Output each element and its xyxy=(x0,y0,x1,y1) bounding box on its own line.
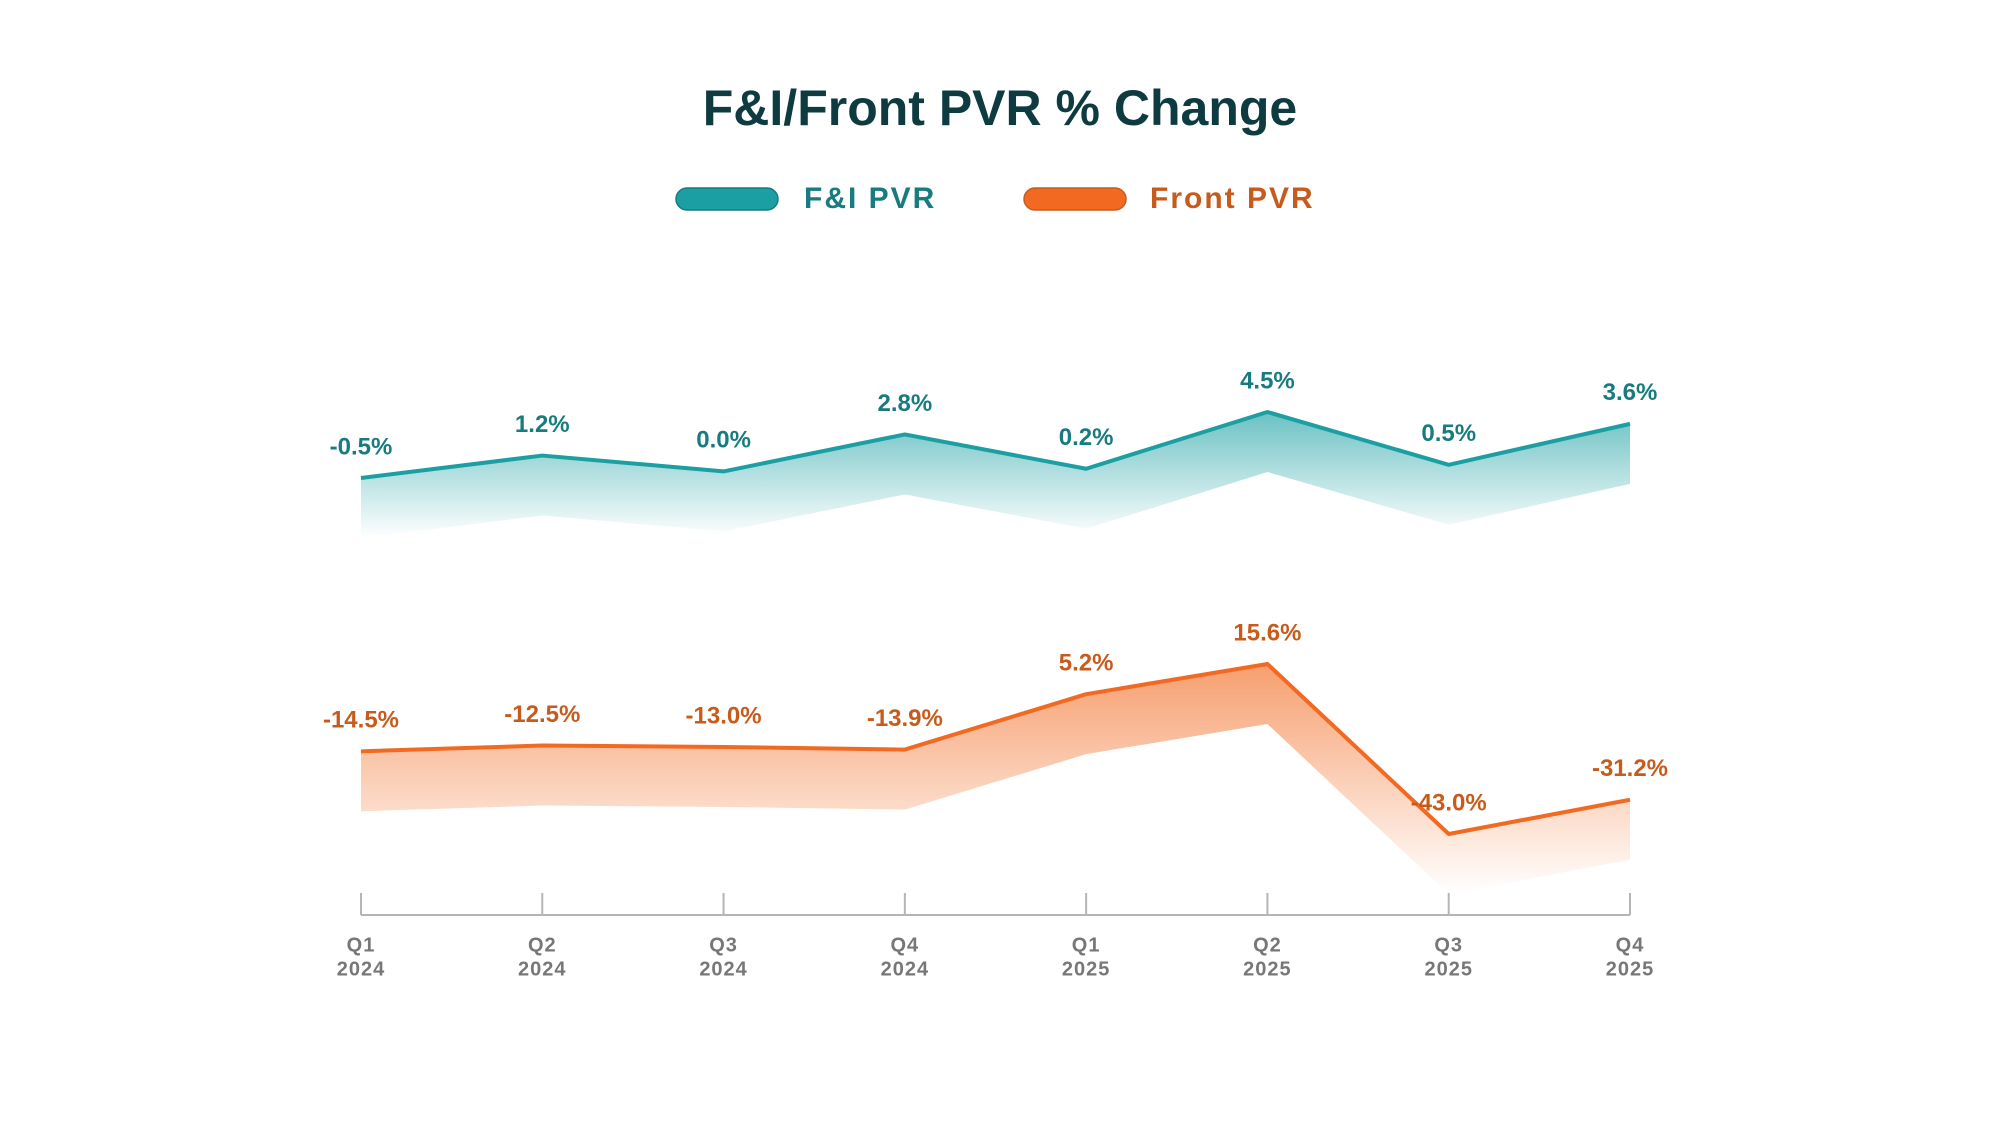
x-tick-label: 2024 xyxy=(518,958,567,980)
value-label: 4.5% xyxy=(1240,367,1295,394)
value-label: -43.0% xyxy=(1411,789,1487,816)
x-tick-label: 2025 xyxy=(1062,958,1111,980)
x-tick-label: 2024 xyxy=(881,958,930,980)
x-tick-label: Q4 xyxy=(1616,934,1645,956)
x-tick-label: Q1 xyxy=(1072,934,1101,956)
x-tick-label: Q2 xyxy=(1253,934,1282,956)
value-label: 3.6% xyxy=(1603,379,1658,406)
value-label: 0.2% xyxy=(1059,424,1114,451)
x-tick-label: 2025 xyxy=(1424,958,1473,980)
x-tick-label: 2025 xyxy=(1606,958,1655,980)
chart-title: F&I/Front PVR % Change xyxy=(703,80,1297,136)
legend-swatch xyxy=(675,187,779,211)
value-label: -13.9% xyxy=(867,705,943,732)
legend-label: Front PVR xyxy=(1150,182,1315,215)
value-label: -12.5% xyxy=(504,701,580,728)
value-label: -13.0% xyxy=(686,702,762,729)
x-tick-label: Q1 xyxy=(347,934,376,956)
area-fill xyxy=(361,412,1630,538)
value-label: 0.5% xyxy=(1421,420,1476,447)
legend-swatch xyxy=(1023,187,1127,211)
value-label: 15.6% xyxy=(1233,619,1301,646)
value-label: 0.0% xyxy=(696,427,751,454)
value-label: 1.2% xyxy=(515,411,570,438)
x-tick-label: 2024 xyxy=(337,958,386,980)
legend-label: F&I PVR xyxy=(804,182,936,215)
area-fill xyxy=(361,664,1630,894)
value-label: 2.8% xyxy=(878,390,933,417)
value-label: 5.2% xyxy=(1059,650,1114,677)
series-line xyxy=(360,662,1631,836)
x-tick-label: 2024 xyxy=(699,958,748,980)
x-tick-label: Q2 xyxy=(528,934,557,956)
x-tick-label: 2025 xyxy=(1243,958,1292,980)
x-tick-label: Q4 xyxy=(891,934,920,956)
value-label: -0.5% xyxy=(330,433,393,460)
value-label: -31.2% xyxy=(1592,755,1668,782)
x-tick-label: Q3 xyxy=(709,934,738,956)
value-label: -14.5% xyxy=(323,707,399,734)
series-line xyxy=(360,410,1631,480)
x-tick-label: Q3 xyxy=(1434,934,1463,956)
